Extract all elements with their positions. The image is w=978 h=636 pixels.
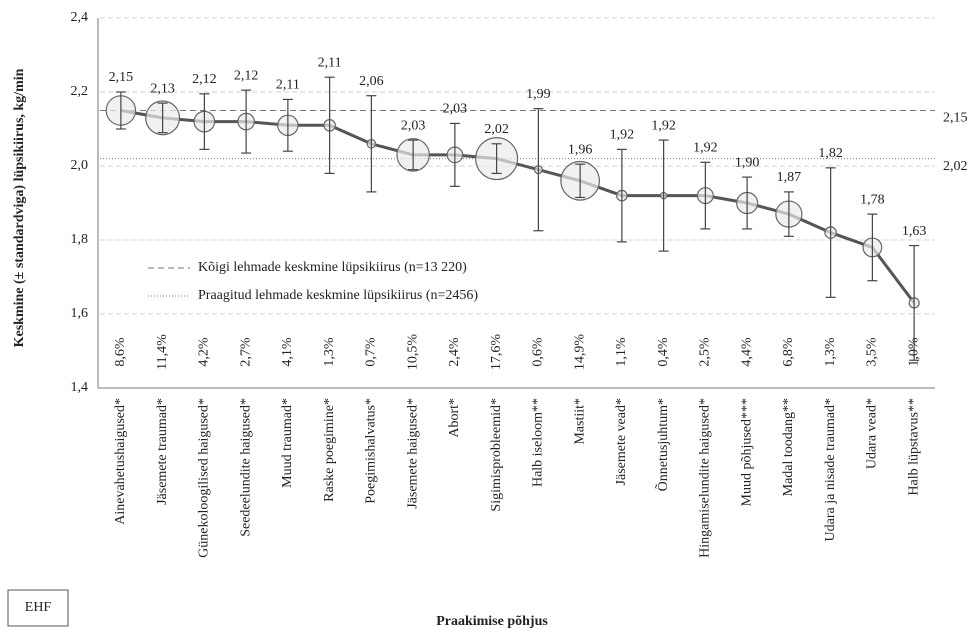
share-label: 1,0% [906, 337, 921, 367]
y-axis-title: Keskmine (± standardviga) lüpsikiirus, k… [12, 68, 27, 347]
x-tick-label: Udara vead* [865, 398, 880, 469]
legend-label: Kõigi lehmade keskmine lüpsikiirus (n=13… [198, 260, 467, 275]
share-label: 1,1% [614, 337, 629, 367]
x-tick-label: Günekoloogilised haigused* [197, 398, 212, 558]
value-label: 1,63 [902, 224, 927, 239]
share-label: 8,6% [113, 337, 128, 367]
share-label: 1,3% [823, 337, 838, 367]
x-tick-label: Abort* [447, 398, 462, 438]
x-axis-title: Praakimise põhjus [436, 614, 548, 629]
x-tick-label: Udara ja nisade traumad* [823, 398, 838, 541]
x-tick-label: Jäsemete haigused* [405, 398, 420, 509]
x-tick-label: Muud traumad* [280, 398, 295, 488]
y-tick-label: 1,6 [71, 306, 89, 321]
share-label: 4,4% [739, 337, 754, 367]
share-label: 4,1% [280, 337, 295, 367]
share-label: 11,4% [155, 334, 170, 370]
value-label: 2,15 [109, 70, 134, 85]
share-label: 2,7% [238, 337, 253, 367]
value-label: 1,82 [818, 146, 843, 161]
x-tick-label: Poegimishalvatus* [364, 398, 379, 504]
value-label: 1,92 [693, 141, 718, 156]
share-label: 3,5% [865, 337, 880, 367]
y-tick-label: 1,4 [71, 380, 89, 395]
value-label: 1,87 [777, 170, 802, 185]
value-label: 2,12 [192, 72, 217, 87]
share-label: 0,7% [364, 337, 379, 367]
value-label: 1,99 [526, 87, 551, 102]
x-tick-label: Jäsemete traumad* [155, 398, 170, 505]
reference-label: 2,15 [943, 111, 968, 126]
x-tick-label: Sigimisprobleemid* [489, 398, 504, 512]
y-tick-label: 1,8 [71, 232, 89, 247]
badge: EHF [25, 600, 52, 615]
share-label: 1,3% [322, 337, 337, 367]
legend-label: Praagitud lehmade keskmine lüpsikiirus (… [198, 288, 478, 303]
share-label: 10,5% [405, 334, 420, 371]
x-tick-label: Jäsemete vead* [614, 398, 629, 485]
x-tick-label: Raske poegimine* [322, 398, 337, 502]
x-tick-label: Muud põhjused*** [739, 398, 754, 507]
value-label: 2,02 [484, 122, 509, 137]
x-tick-label: Mastiit* [572, 398, 587, 445]
share-label: 4,2% [197, 337, 212, 367]
value-label: 2,12 [234, 68, 259, 83]
x-tick-label: Hingamiselundite haigused* [698, 398, 713, 558]
y-tick-label: 2,2 [71, 84, 89, 99]
y-tick-label: 2,0 [71, 158, 89, 173]
value-label: 2,11 [318, 55, 342, 70]
x-tick-label: Halb lüpstavus** [906, 398, 921, 496]
share-label: 0,4% [656, 337, 671, 367]
value-label: 2,03 [401, 118, 426, 133]
value-label: 1,96 [568, 142, 593, 157]
x-tick-label: Halb iseloom** [531, 398, 546, 487]
share-label: 2,4% [447, 337, 462, 367]
share-label: 17,6% [489, 334, 504, 371]
value-label: 2,06 [359, 74, 384, 89]
value-label: 1,90 [735, 155, 760, 170]
badge-box [7, 589, 69, 627]
value-label: 2,03 [443, 102, 468, 117]
value-label: 2,13 [150, 81, 175, 96]
x-tick-label: Madal toodang** [781, 398, 796, 496]
share-label: 14,9% [572, 334, 587, 371]
x-tick-label: Õnnetusjuhtum* [654, 398, 671, 491]
x-tick-label: Ainevahetushaigused* [113, 398, 128, 525]
y-tick-label: 2,4 [71, 10, 89, 25]
x-tick-label: Seedeelundite haigused* [238, 398, 253, 537]
value-label: 1,92 [610, 128, 635, 143]
value-label: 1,78 [860, 192, 885, 207]
share-label: 0,6% [531, 337, 546, 367]
share-label: 6,8% [781, 337, 796, 367]
share-label: 2,5% [698, 337, 713, 367]
value-label: 1,92 [651, 118, 676, 133]
value-label: 2,11 [276, 78, 300, 93]
reference-label: 2,02 [943, 159, 968, 174]
